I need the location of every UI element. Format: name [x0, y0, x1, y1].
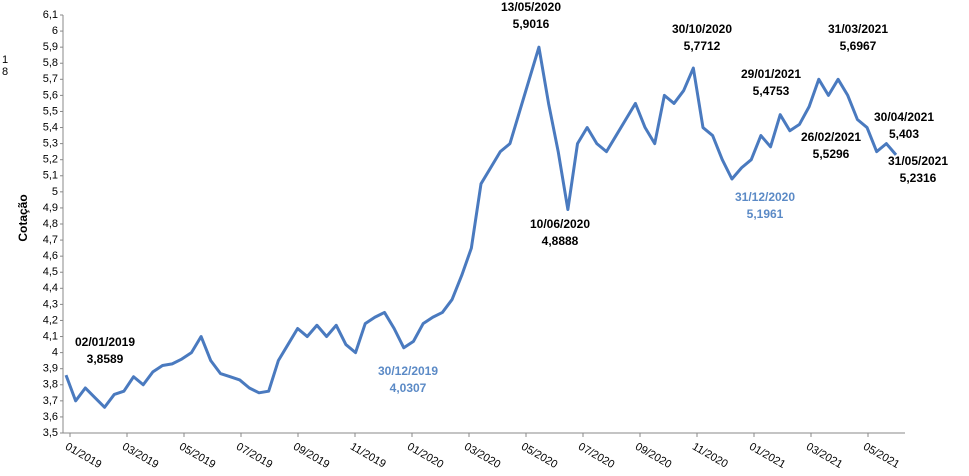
annotation: 30/10/2020 — [672, 22, 732, 36]
y-tick-label: 4,5 — [43, 266, 58, 278]
y-tick-label: 5 — [52, 186, 58, 198]
fragment: 1 — [2, 54, 8, 66]
annotation: 26/02/2021 — [801, 130, 861, 144]
annotation: 29/01/2021 — [741, 67, 801, 81]
x-tick-label: 03/2021 — [804, 441, 844, 471]
annotation: 4,8888 — [542, 234, 579, 248]
x-tick-label: 05/2021 — [861, 441, 901, 471]
x-tick-label: 09/2019 — [291, 441, 331, 471]
y-tick-label: 4,4 — [43, 282, 58, 294]
y-tick-label: 5,5 — [43, 105, 58, 117]
annotation: 13/05/2020 — [501, 0, 561, 14]
y-tick-label: 5,7 — [43, 73, 58, 85]
x-tick-label: 03/2019 — [120, 441, 160, 471]
annotation: 02/01/2019 — [75, 335, 135, 349]
fragment: 8 — [2, 66, 8, 78]
y-tick-label: 5,1 — [43, 170, 58, 182]
line-series — [64, 45, 898, 409]
x-tick-label: 11/2019 — [348, 441, 388, 471]
y-tick-label: 4 — [52, 347, 58, 359]
y-tick-label: 4,7 — [43, 234, 58, 246]
y-tick-label: 4,3 — [43, 298, 58, 310]
y-tick-label: 4,1 — [43, 330, 58, 342]
annotation: 5,4753 — [753, 84, 790, 98]
y-tick-label: 6 — [52, 25, 58, 37]
x-tick-label: 07/2019 — [234, 441, 274, 471]
x-tick-label: 05/2020 — [519, 441, 559, 471]
y-tick-label: 4,8 — [43, 218, 58, 230]
annotation: 5,2316 — [900, 171, 937, 185]
x-tick-label: 01/2019 — [63, 441, 103, 471]
y-axis-title: Cotação — [16, 194, 30, 241]
y-tick-label: 5,4 — [43, 121, 58, 133]
annotation: 5,5296 — [813, 147, 850, 161]
annotation: 5,403 — [889, 127, 919, 141]
annotation: 31/05/2021 — [888, 154, 948, 168]
y-tick-label: 5,2 — [43, 154, 58, 166]
x-tick-label: 09/2020 — [633, 441, 673, 471]
y-tick-label: 5,6 — [43, 89, 58, 101]
x-tick-label: 03/2020 — [462, 441, 502, 471]
y-tick-label: 3,9 — [43, 363, 58, 375]
annotation: 5,7712 — [684, 39, 721, 53]
y-tick-label: 3,5 — [43, 427, 58, 439]
x-tick-label: 05/2019 — [177, 441, 217, 471]
x-tick-label: 11/2020 — [690, 441, 730, 471]
y-tick-label: 5,8 — [43, 57, 58, 69]
x-tick-label: 01/2021 — [747, 441, 787, 471]
y-tick-label: 3,8 — [43, 379, 58, 391]
y-tick-label: 4,9 — [43, 202, 58, 214]
y-tick-label: 4,6 — [43, 250, 58, 262]
annotation: 31/03/2021 — [828, 22, 888, 36]
y-tick-label: 3,6 — [43, 411, 58, 423]
annotation: 5,1961 — [747, 207, 784, 221]
y-tick-label: 3,7 — [43, 395, 58, 407]
annotation: 30/04/2021 — [874, 110, 934, 124]
y-tick-label: 4,2 — [43, 314, 58, 326]
annotation: 4,0307 — [390, 381, 427, 395]
x-tick-label: 01/2020 — [405, 441, 445, 471]
annotation: 3,8589 — [87, 352, 124, 366]
annotation: 10/06/2020 — [530, 217, 590, 231]
annotation: 30/12/2019 — [378, 364, 438, 378]
annotation: 31/12/2020 — [735, 190, 795, 204]
y-tick-label: 5,3 — [43, 138, 58, 150]
annotation: 5,9016 — [513, 17, 550, 31]
x-tick-label: 07/2020 — [576, 441, 616, 471]
annotation: 5,6967 — [840, 39, 877, 53]
y-tick-label: 6,1 — [43, 9, 58, 21]
y-tick-label: 5,9 — [43, 41, 58, 53]
